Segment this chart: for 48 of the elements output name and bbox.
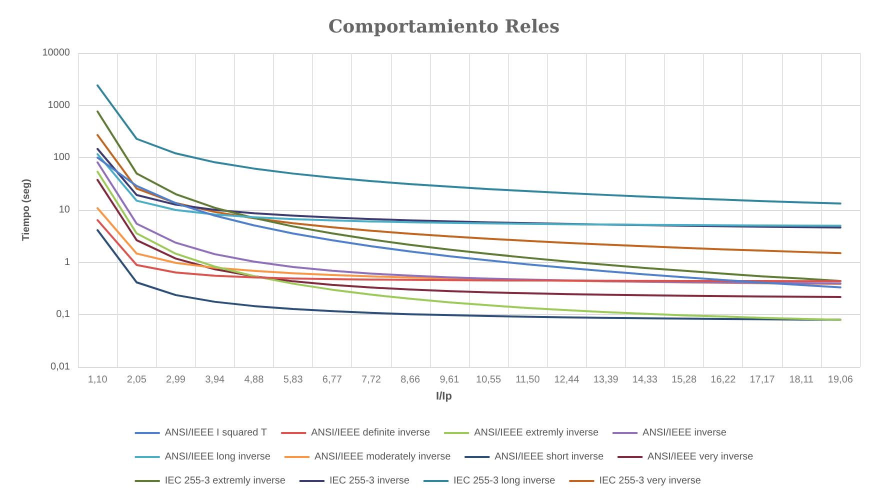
x-tick-label: 6,77 (322, 374, 342, 386)
x-tick-label: 13,39 (593, 374, 619, 386)
x-tick-label: 1,10 (88, 374, 108, 386)
x-tick-label: 5,83 (283, 374, 304, 386)
x-tick-label: 15,28 (672, 374, 697, 386)
legend-label: IEC 255-3 long inverse (453, 476, 556, 486)
x-tick-label: 17,17 (750, 374, 776, 386)
y-tick-label: 10 (58, 204, 70, 216)
y-axis-title: Tiempo (seg) (20, 178, 32, 242)
line-series (96, 219, 842, 282)
y-tick-label: 10000 (42, 48, 70, 58)
line-series (96, 170, 842, 321)
x-tick-label: 9,61 (440, 374, 460, 386)
x-tick-label: 10,55 (476, 374, 502, 386)
y-tick-label: 1 (64, 256, 70, 268)
legend-label: IEC 255-3 extremly inverse (164, 476, 286, 486)
line-series (96, 178, 842, 298)
y-tick-label: 0,01 (50, 362, 70, 372)
legend-label: ANSI/IEEE long inverse (164, 452, 271, 462)
x-tick-label: 3,94 (205, 374, 226, 386)
x-tick-label: 11,50 (516, 374, 540, 386)
x-tick-label: 2,05 (126, 374, 147, 386)
legend-label: ANSI/IEEE extremly inverse (474, 428, 599, 438)
legend-label: ANSI/IEEE I squared T (164, 428, 267, 438)
x-tick-label: 7,72 (362, 374, 382, 386)
chart-title: Comportamiento Reles (328, 16, 560, 38)
y-tick-label: 1000 (48, 100, 70, 111)
x-tick-label: 4,88 (244, 374, 264, 386)
line-series (96, 229, 842, 321)
legend-label: IEC 255-3 very inverse (599, 476, 702, 486)
legend-label: IEC 255-3 inverse (329, 476, 410, 486)
legend-label: ANSI/IEEE moderately inverse (314, 452, 452, 462)
y-tick-label: 0,1 (56, 309, 70, 320)
line-series (96, 84, 842, 205)
legend-label: ANSI/IEEE very inverse (648, 452, 754, 462)
line-series (96, 134, 842, 254)
legend-label: ANSI/IEEE inverse (642, 428, 727, 438)
x-tick-label: 14,33 (632, 374, 658, 386)
x-tick-label: 18,11 (789, 374, 814, 386)
x-tick-label: 16,22 (710, 374, 736, 386)
x-axis-title: I/Ip (436, 390, 452, 402)
legend-label: ANSI/IEEE short inverse (494, 452, 604, 462)
x-tick-label: 2,99 (166, 374, 186, 386)
y-tick-label: 100 (53, 152, 70, 164)
x-tick-label: 8,66 (400, 374, 421, 386)
legend-label: ANSI/IEEE definite inverse (311, 428, 431, 438)
x-tick-label: 19,06 (828, 374, 854, 386)
x-tick-label: 12,44 (554, 374, 580, 386)
